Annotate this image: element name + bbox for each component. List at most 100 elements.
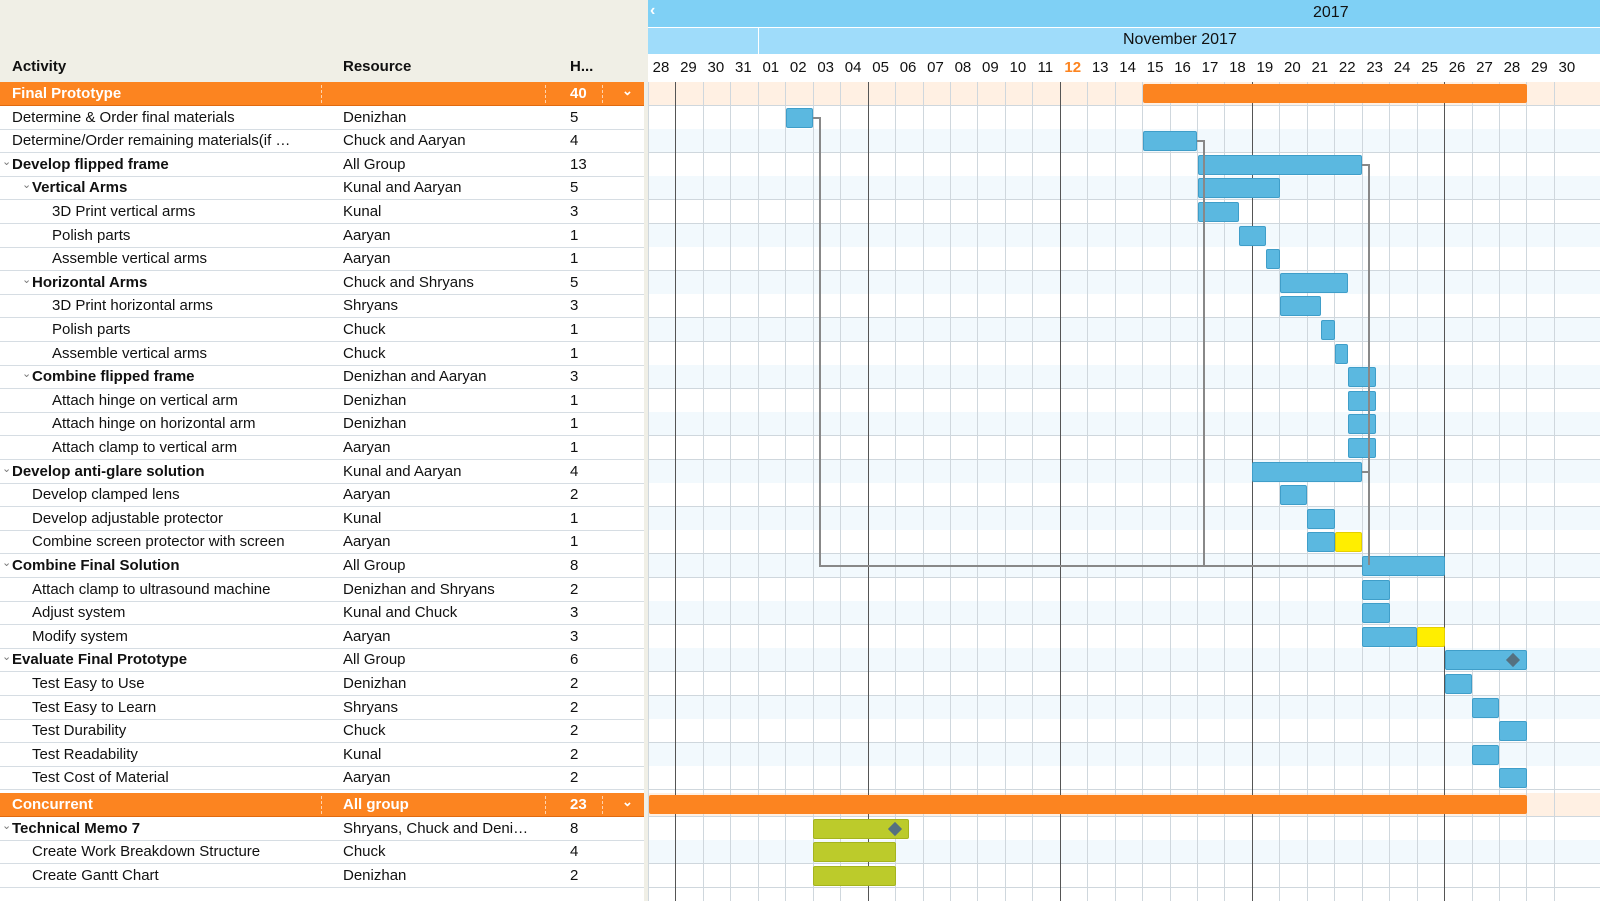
hours-cell[interactable]: 2 — [570, 866, 579, 884]
hours-cell[interactable]: 3 — [570, 203, 579, 220]
task-row[interactable]: Test Durability Chuck 2 — [0, 719, 644, 744]
resource-cell[interactable]: Chuck — [343, 344, 386, 362]
task-bar[interactable] — [1472, 697, 1500, 718]
activity-cell[interactable]: Modify system — [32, 627, 128, 645]
task-bar[interactable] — [1444, 674, 1472, 694]
task-bar[interactable] — [1348, 414, 1376, 435]
resource-cell[interactable]: Denizhan — [343, 391, 407, 409]
resource-cell[interactable]: Kunal and Aaryan — [343, 462, 462, 480]
resource-cell[interactable]: Chuck — [343, 321, 386, 338]
activity-cell[interactable]: Assemble vertical arms — [52, 250, 208, 268]
activity-cell[interactable]: Technical Memo 7 — [12, 819, 141, 837]
hours-cell[interactable]: 1 — [570, 439, 579, 456]
task-bar[interactable] — [1362, 626, 1418, 647]
task-bar[interactable] — [1499, 768, 1527, 789]
expand-caret-icon[interactable]: ⌄ — [22, 273, 32, 286]
activity-cell[interactable]: Develop adjustable protector — [32, 509, 223, 527]
activity-cell[interactable]: Determine/Order remaining materials(if … — [12, 132, 291, 150]
summary-bar[interactable] — [648, 794, 1527, 814]
resource-cell[interactable]: Kunal and Chuck — [343, 604, 458, 622]
task-bar[interactable] — [1279, 485, 1308, 506]
task-bar[interactable] — [1279, 272, 1349, 293]
hours-cell[interactable]: 1 — [570, 391, 579, 409]
activity-cell[interactable]: Vertical Arms — [32, 179, 128, 197]
task-row[interactable]: Determine/Order remaining materials(if …… — [0, 129, 644, 154]
hours-cell[interactable]: 2 — [570, 722, 579, 740]
activity-cell[interactable]: Test Cost of Material — [32, 769, 169, 787]
hours-cell[interactable]: 3 — [570, 604, 579, 622]
resource-cell[interactable]: Kunal — [343, 509, 382, 527]
highlight-bar[interactable] — [1334, 532, 1363, 553]
group-dropdown-icon[interactable]: ⌄ — [622, 793, 633, 809]
hours-cell[interactable]: 3 — [570, 368, 579, 386]
task-row[interactable]: Polish parts Aaryan 1 — [0, 224, 644, 248]
task-row[interactable]: 3D Print horizontal arms Shryans 3 — [0, 294, 644, 319]
group-row[interactable]: Final Prototype 40 ⌄ — [0, 82, 644, 106]
hours-cell[interactable]: 4 — [570, 462, 579, 480]
activity-cell[interactable]: Polish parts — [52, 226, 131, 244]
task-row[interactable]: ⌄ Combine flipped frame Denizhan and Aarya… — [0, 365, 644, 390]
activity-cell[interactable]: Assemble vertical arms — [52, 344, 208, 362]
expand-caret-icon[interactable]: ⌄ — [22, 368, 32, 381]
task-bar[interactable] — [1348, 438, 1376, 458]
summary-bar[interactable] — [1142, 84, 1527, 103]
group-row[interactable]: Concurrent All group 23 ⌄ — [0, 792, 644, 817]
hours-cell[interactable]: 3 — [570, 627, 579, 645]
activity-cell[interactable]: Adjust system — [32, 604, 126, 622]
activity-cell[interactable]: Create Work Breakdown Structure — [32, 843, 261, 861]
activity-cell[interactable]: Determine & Order final materials — [12, 108, 235, 126]
task-bar[interactable] — [1266, 249, 1280, 270]
task-bar[interactable] — [813, 818, 910, 839]
task-bar[interactable] — [1472, 744, 1500, 765]
task-bar[interactable] — [1238, 225, 1267, 246]
task-row[interactable]: Develop adjustable protector Kunal 1 — [0, 507, 644, 531]
task-bar[interactable] — [1279, 296, 1322, 317]
resource-cell[interactable]: Kunal and Aaryan — [343, 179, 462, 197]
activity-cell[interactable]: Combine flipped frame — [32, 368, 195, 386]
activity-cell[interactable]: Develop clamped lens — [32, 486, 180, 504]
hours-cell[interactable]: 1 — [570, 509, 579, 527]
task-row[interactable]: ⌄ Develop anti-glare solution Kunal and Aa… — [0, 460, 644, 484]
task-bar[interactable] — [1362, 603, 1390, 624]
hours-cell[interactable]: 1 — [570, 415, 579, 433]
task-bar[interactable] — [1197, 154, 1363, 175]
task-row[interactable]: Create Gantt Chart Denizhan 2 — [0, 864, 644, 888]
activity-cell[interactable]: Create Gantt Chart — [32, 866, 159, 884]
hours-cell[interactable]: 1 — [570, 321, 579, 338]
group-dropdown-icon[interactable]: ⌄ — [622, 83, 633, 98]
resource-column-header[interactable]: Resource — [343, 58, 412, 75]
expand-caret-icon[interactable]: ⌄ — [2, 557, 12, 569]
hours-cell[interactable]: 2 — [570, 675, 579, 692]
resource-cell[interactable]: All Group — [343, 155, 406, 173]
hours-cell[interactable]: 2 — [570, 486, 579, 504]
task-row[interactable]: Test Cost of Material Aaryan 2 — [0, 766, 644, 791]
resource-cell[interactable]: Denizhan — [343, 108, 407, 126]
task-bar[interactable] — [1321, 320, 1335, 340]
resource-cell[interactable]: Shryans — [343, 698, 399, 716]
hours-cell[interactable]: 5 — [570, 179, 579, 197]
resource-cell[interactable]: Denizhan — [343, 866, 407, 884]
task-row[interactable]: Attach clamp to vertical arm Aaryan 1 — [0, 436, 644, 460]
task-row[interactable]: ⌄ Technical Memo 7 Shryans, Chuck and Deni… — [0, 817, 644, 841]
task-bar[interactable] — [1197, 178, 1280, 199]
hours-cell[interactable]: 40 — [570, 85, 587, 102]
task-bar[interactable] — [1142, 131, 1198, 152]
task-row[interactable]: Test Easy to Learn Shryans 2 — [0, 696, 644, 720]
activity-cell[interactable]: Test Durability — [32, 722, 127, 740]
task-row[interactable]: Assemble vertical arms Aaryan 1 — [0, 247, 644, 272]
hours-cell[interactable]: 6 — [570, 651, 579, 669]
resource-cell[interactable]: Chuck and Aaryan — [343, 132, 466, 150]
task-row[interactable]: Attach hinge on horizontal arm Denizhan 1 — [0, 412, 644, 437]
activity-cell[interactable]: 3D Print horizontal arms — [52, 297, 213, 315]
task-bar[interactable] — [1197, 202, 1239, 222]
activity-cell[interactable]: Test Readability — [32, 745, 138, 763]
task-bar[interactable] — [1362, 556, 1445, 576]
resource-cell[interactable]: Denizhan and Aaryan — [343, 368, 487, 386]
hours-cell[interactable]: 4 — [570, 843, 579, 861]
resource-cell[interactable]: Aaryan — [343, 250, 391, 268]
task-bar[interactable] — [1348, 390, 1376, 411]
task-row[interactable]: Adjust system Kunal and Chuck 3 — [0, 601, 644, 626]
resource-cell[interactable]: Chuck — [343, 722, 386, 740]
resource-cell[interactable]: Denizhan — [343, 415, 407, 433]
activity-cell[interactable]: Final Prototype — [12, 85, 122, 102]
